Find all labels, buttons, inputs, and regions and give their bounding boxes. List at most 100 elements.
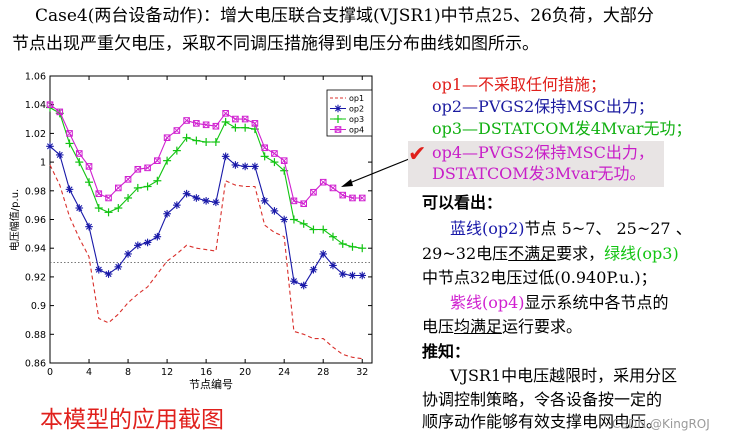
point-op3 [182, 133, 191, 142]
point-op3 [221, 117, 230, 126]
op4-highlight [408, 141, 664, 187]
point-op4 [319, 178, 327, 186]
y-tick-label: 0.88 [25, 330, 46, 341]
point-op3 [172, 146, 181, 155]
point-op4 [163, 134, 171, 142]
point-op2 [251, 162, 259, 171]
series-line-op4 [49, 104, 363, 205]
p2-satisfy: 均满足 [454, 317, 503, 336]
analysis-p1-line-1: 蓝线(op2)节点 5~7、 25~27 、 [450, 217, 692, 241]
point-op4 [358, 194, 366, 202]
callout-arrow [341, 158, 410, 187]
point-op3 [114, 204, 123, 213]
point-op4 [173, 127, 181, 134]
point-op4 [251, 120, 259, 127]
point-op4 [46, 101, 54, 109]
point-op4 [232, 115, 239, 123]
point-op2 [221, 152, 230, 161]
point-op2 [290, 277, 298, 286]
point-op2 [94, 265, 103, 274]
point-op4 [75, 150, 83, 157]
point-op2 [329, 261, 337, 270]
intro-line-2: 节点出现严重欠电压，采取不同调压措施得到电压分布曲线如图所示。 [12, 34, 539, 54]
point-op4 [144, 164, 151, 172]
legend-marker-op4 [334, 126, 342, 133]
point-op2 [231, 161, 240, 169]
point-op2 [65, 185, 74, 194]
point-op4 [66, 130, 73, 137]
point-op3 [163, 156, 172, 165]
blue-line-label: 蓝线(op2) [450, 219, 525, 238]
point-op2 [202, 197, 210, 205]
point-op4 [290, 197, 298, 205]
plot-frame [49, 75, 373, 364]
point-op3 [309, 225, 318, 234]
x-tick-label: 16 [200, 367, 212, 378]
app-caption: 本模型的应用截图 [40, 407, 224, 433]
analysis-p3-line-3: 顺序动作能够有效支撑电网电压。 [422, 412, 663, 431]
point-op4 [339, 191, 347, 199]
x-tick-label: 24 [278, 367, 290, 378]
point-op3 [260, 152, 269, 161]
point-op2 [260, 197, 269, 205]
point-op3 [202, 138, 211, 147]
point-op3 [338, 239, 347, 248]
x-tick-label: 28 [317, 367, 329, 378]
y-tick-label: 1.06 [25, 72, 46, 83]
point-op4 [105, 194, 112, 202]
x-tick-label: 0 [47, 367, 53, 378]
point-op2 [280, 215, 288, 224]
point-op3 [65, 139, 74, 148]
note-op4-line-2: DSTATCOM发3Mvar无功。 [432, 164, 646, 183]
y-tick-label: 0.9 [31, 301, 46, 312]
note-op3: op3—DSTATCOM发4Mvar无功； [432, 119, 692, 138]
point-op2 [348, 271, 357, 280]
point-op2 [163, 209, 171, 218]
analysis-p2-line-2: 电压均满足运行要求。 [422, 315, 582, 339]
point-op4 [183, 117, 190, 124]
p1-text-c: 29~32电压 [422, 244, 509, 263]
point-op4 [280, 157, 288, 164]
point-op3 [85, 178, 94, 187]
point-op4 [329, 184, 337, 192]
infer-heading: 推知： [422, 342, 471, 361]
point-op4 [271, 150, 278, 157]
y-ticks-group: 0.86 0.88 0.9 0.92 0.94 0.96 0.98 1 1.02 1.04 1.06 [25, 72, 372, 370]
p1-text-b: 节点 5~7、 25~27 、 [524, 219, 692, 238]
series-line-op1 [49, 164, 363, 360]
point-op3 [133, 183, 142, 192]
analysis-p1-line-2: 29~32电压不满足要求，绿线(op3) [422, 242, 679, 266]
series-line-op2 [49, 145, 363, 287]
point-op3 [358, 244, 367, 253]
point-op4 [241, 115, 249, 123]
y-axis-label: 电压幅值/p.u. [8, 189, 21, 251]
point-op3 [75, 158, 84, 167]
p1-text-e: 要求， [556, 244, 605, 263]
point-op4 [261, 144, 268, 152]
point-op4 [202, 121, 210, 129]
legend-box [326, 89, 373, 137]
p2-text-e: 运行要求。 [502, 317, 583, 336]
x-tick-label: 20 [239, 367, 251, 378]
point-op3 [319, 225, 328, 234]
point-op2 [192, 194, 201, 202]
note-op4-line-1: op4—PVGS2保持MSC出力， [432, 143, 654, 162]
point-op3 [153, 176, 162, 185]
intro-line-1: Case4(两台设备动作)：增大电压联合支撑域(VJSR1)中节点25、26负荷… [35, 6, 654, 26]
point-op3 [231, 123, 240, 132]
y-tick-label: 0.96 [25, 215, 46, 226]
legend-marker-op3 [334, 115, 342, 123]
point-op4 [115, 184, 122, 192]
y-tick-label: 1.02 [25, 129, 46, 140]
point-op4 [212, 122, 220, 130]
p2-text-b: 显示系统中各节点的 [524, 293, 669, 312]
legend-label-op4: op4 [349, 126, 364, 135]
point-op4 [300, 200, 307, 208]
x-tick-label: 4 [86, 367, 92, 378]
series-group [46, 101, 367, 360]
point-op2 [358, 271, 367, 280]
legend-label-op2: op2 [349, 105, 364, 114]
check-icon: ✔ [408, 142, 427, 167]
x-tick-label: 8 [125, 367, 131, 378]
